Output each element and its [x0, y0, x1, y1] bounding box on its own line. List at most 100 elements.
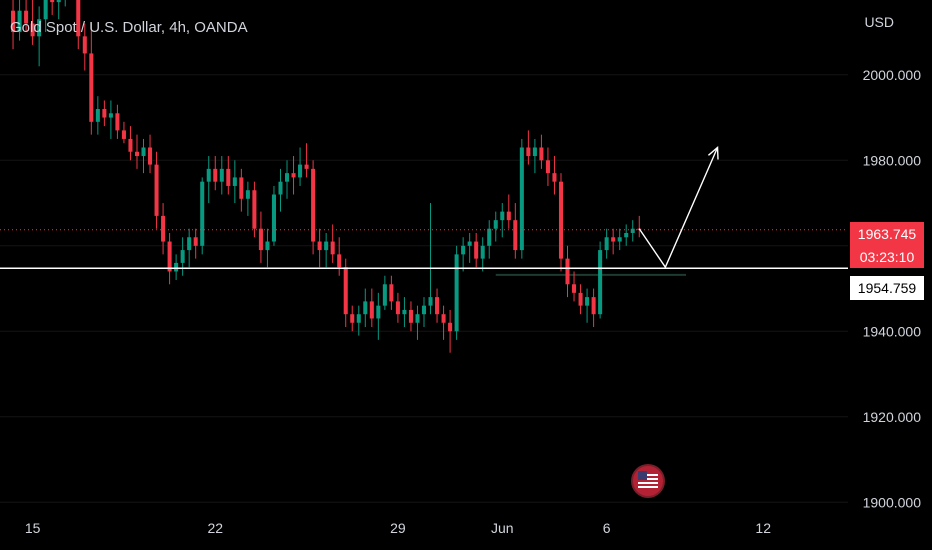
- time-tick-label: 6: [603, 520, 611, 536]
- candle-body: [11, 10, 16, 33]
- candle-body: [376, 305, 381, 319]
- candle-body: [50, 0, 55, 3]
- price-tick-label: 1920.000: [863, 409, 922, 425]
- candle-body: [415, 314, 420, 323]
- candle-body: [350, 314, 355, 323]
- candle-body: [487, 228, 492, 246]
- candle-body: [213, 168, 218, 182]
- candle-body: [102, 109, 107, 118]
- price-tick-label: 2000.000: [863, 67, 922, 83]
- candle-body: [617, 237, 622, 242]
- candle-body: [134, 151, 140, 157]
- candle-body: [82, 36, 87, 54]
- candle-body: [226, 168, 231, 186]
- candle-body: [232, 177, 237, 186]
- projection-arrow[interactable]: [638, 146, 719, 269]
- candle-body: [428, 297, 433, 306]
- candle-body: [330, 241, 335, 255]
- arrow-head: [707, 146, 719, 160]
- candle-body: [167, 241, 172, 272]
- candle-body: [37, 19, 42, 37]
- time-tick-label: 29: [390, 520, 406, 536]
- candle-body: [24, 10, 29, 24]
- candle-body: [395, 301, 400, 315]
- candle-body: [448, 322, 453, 332]
- candle-body: [454, 254, 459, 332]
- candle-body: [317, 241, 322, 251]
- candle-body: [180, 250, 185, 263]
- candle-body: [500, 211, 505, 221]
- candle-body: [435, 297, 440, 315]
- candle-body: [558, 181, 564, 259]
- candle-body: [611, 237, 616, 242]
- candle-body: [441, 314, 446, 323]
- candle-body: [304, 164, 309, 169]
- candle-body: [56, 0, 61, 3]
- candle-body: [271, 194, 276, 242]
- candle-body: [154, 164, 159, 216]
- candle-body: [115, 113, 120, 131]
- flag-icon: [638, 471, 658, 491]
- last-price-label: 1963.745: [850, 222, 924, 246]
- candle-body: [148, 147, 153, 165]
- candle-body: [193, 237, 198, 246]
- candle-body: [343, 267, 348, 315]
- candle-body: [161, 215, 166, 242]
- candle-body: [421, 305, 427, 315]
- candle-body: [382, 284, 387, 306]
- candle-body: [598, 250, 603, 315]
- candle-body: [363, 301, 368, 315]
- candle-body: [89, 53, 94, 122]
- candle-body: [356, 314, 361, 323]
- candle-body: [532, 147, 537, 157]
- candle-body: [565, 258, 570, 285]
- candle-body: [578, 292, 583, 306]
- candle-body: [493, 220, 498, 229]
- candle-body: [128, 138, 133, 152]
- candle-body: [552, 173, 557, 182]
- currency-label[interactable]: USD: [864, 14, 894, 30]
- candle-body: [324, 241, 329, 251]
- us-flag-event-icon[interactable]: [633, 466, 663, 496]
- candle-body: [369, 301, 374, 319]
- candle-body: [526, 147, 531, 157]
- candle-body: [402, 309, 407, 315]
- candle-body: [95, 109, 100, 122]
- price-tick-label: 1980.000: [863, 152, 922, 168]
- candle-body: [121, 130, 126, 139]
- candle-body: [591, 297, 596, 315]
- candle-body: [545, 160, 550, 174]
- candle-body: [624, 232, 629, 238]
- candle-body: [539, 147, 544, 161]
- candle-body: [284, 173, 290, 182]
- candle-body: [239, 177, 244, 199]
- candlesticks: [11, 0, 642, 353]
- time-tick-label: 15: [25, 520, 41, 536]
- candle-body: [519, 147, 524, 251]
- time-tick-label: Jun: [491, 520, 514, 536]
- level-price-label: 1954.759: [850, 276, 924, 300]
- time-axis[interactable]: 15 22 29 Jun 6 12: [25, 520, 771, 536]
- candle-body: [513, 220, 518, 251]
- time-tick-label: 22: [207, 520, 223, 536]
- candle-body: [506, 211, 511, 221]
- candle-body: [76, 0, 81, 37]
- candle-body: [585, 297, 590, 306]
- candle-body: [174, 262, 179, 272]
- candle-body: [311, 168, 316, 242]
- time-tick-label: 12: [755, 520, 771, 536]
- symbol-title[interactable]: Gold Spot / U.S. Dollar, 4h, OANDA: [10, 19, 248, 36]
- price-tick-label: 1900.000: [863, 494, 922, 510]
- candle-body: [480, 245, 485, 259]
- candle-body: [245, 190, 250, 199]
- candle-body: [467, 241, 472, 246]
- candle-body: [572, 284, 577, 293]
- grid-lines: [0, 74, 848, 503]
- candle-body: [408, 309, 413, 323]
- candle-body: [17, 10, 22, 33]
- candle-body: [141, 147, 146, 157]
- candle-body: [43, 0, 48, 20]
- candle-body: [278, 181, 283, 195]
- candle-body: [187, 237, 192, 251]
